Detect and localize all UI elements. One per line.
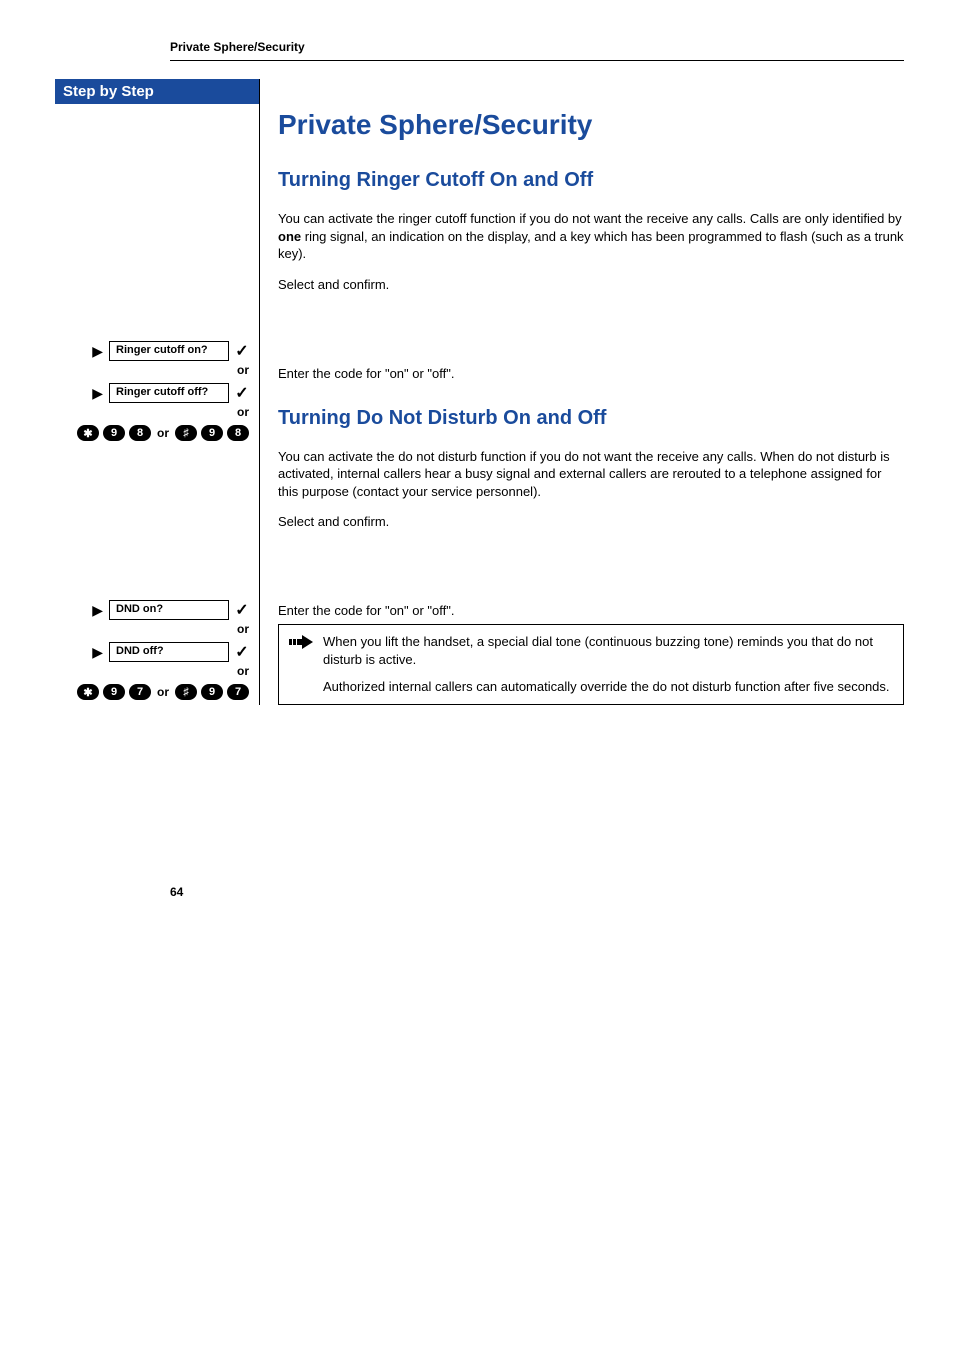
chevron-right-icon: ▶ — [92, 343, 103, 360]
chevron-right-icon: ▶ — [92, 644, 103, 661]
dnd-intro: You can activate the do not disturb func… — [278, 448, 904, 501]
or-label: or — [60, 622, 249, 636]
left-column: Step by Step ▶ Ringer cutoff on? ✓ or ▶ … — [60, 79, 260, 705]
option-dnd-off[interactable]: DND off? — [109, 642, 229, 661]
key-7[interactable]: 7 — [129, 684, 151, 700]
chevron-right-icon: ▶ — [92, 602, 103, 619]
ringer-confirm: Select and confirm. — [278, 277, 904, 292]
key-hash[interactable]: ♯ — [175, 684, 197, 700]
key-8[interactable]: 8 — [227, 425, 249, 441]
note-paragraph-1: When you lift the handset, a special dia… — [323, 633, 893, 668]
note-arrow-icon — [289, 635, 313, 696]
option-row-dnd-off: ▶ DND off? ✓ — [60, 642, 249, 662]
note-paragraph-2: Authorized internal callers can automati… — [323, 678, 893, 696]
key-9[interactable]: 9 — [103, 684, 125, 700]
key-sequence-ringer: ✱ 9 8 or ♯ 9 8 — [60, 425, 249, 441]
option-row-ringer-on: ▶ Ringer cutoff on? ✓ — [60, 341, 249, 361]
note-box: When you lift the handset, a special dia… — [278, 624, 904, 705]
option-ringer-off[interactable]: Ringer cutoff off? — [109, 383, 229, 402]
key-hash[interactable]: ♯ — [175, 425, 197, 441]
option-row-ringer-off: ▶ Ringer cutoff off? ✓ — [60, 383, 249, 403]
key-sequence-dnd: ✱ 9 7 or ♯ 9 7 — [60, 684, 249, 700]
key-9[interactable]: 9 — [201, 684, 223, 700]
check-icon: ✓ — [235, 383, 249, 403]
or-label: or — [60, 405, 249, 419]
ringer-intro-post: ring signal, an indication on the displa… — [278, 229, 904, 262]
option-ringer-on[interactable]: Ringer cutoff on? — [109, 341, 229, 360]
key-9[interactable]: 9 — [201, 425, 223, 441]
chevron-right-icon: ▶ — [92, 385, 103, 402]
dnd-confirm: Select and confirm. — [278, 514, 904, 529]
check-icon: ✓ — [235, 642, 249, 662]
ringer-intro-bold: one — [278, 229, 301, 244]
page-number: 64 — [170, 885, 904, 899]
heading-dnd: Turning Do Not Disturb On and Off — [278, 407, 904, 430]
key-star[interactable]: ✱ — [77, 425, 99, 441]
or-label: or — [60, 363, 249, 377]
key-7[interactable]: 7 — [227, 684, 249, 700]
key-9[interactable]: 9 — [103, 425, 125, 441]
ringer-intro: You can activate the ringer cutoff funct… — [278, 210, 904, 263]
step-by-step-banner: Step by Step — [55, 79, 259, 104]
or-label: or — [157, 426, 169, 440]
or-label: or — [157, 685, 169, 699]
section-title: Private Sphere/Security — [278, 109, 904, 141]
option-row-dnd-on: ▶ DND on? ✓ — [60, 600, 249, 620]
check-icon: ✓ — [235, 341, 249, 361]
key-8[interactable]: 8 — [129, 425, 151, 441]
heading-ringer: Turning Ringer Cutoff On and Off — [278, 169, 904, 192]
ringer-intro-pre: You can activate the ringer cutoff funct… — [278, 211, 902, 226]
option-dnd-on[interactable]: DND on? — [109, 600, 229, 619]
ringer-code-text: Enter the code for "on" or "off". — [278, 366, 904, 381]
right-column: Private Sphere/Security Turning Ringer C… — [260, 79, 904, 705]
or-label: or — [60, 664, 249, 678]
running-header: Private Sphere/Security — [170, 40, 904, 61]
check-icon: ✓ — [235, 600, 249, 620]
dnd-code-text: Enter the code for "on" or "off". — [278, 603, 904, 618]
key-star[interactable]: ✱ — [77, 684, 99, 700]
